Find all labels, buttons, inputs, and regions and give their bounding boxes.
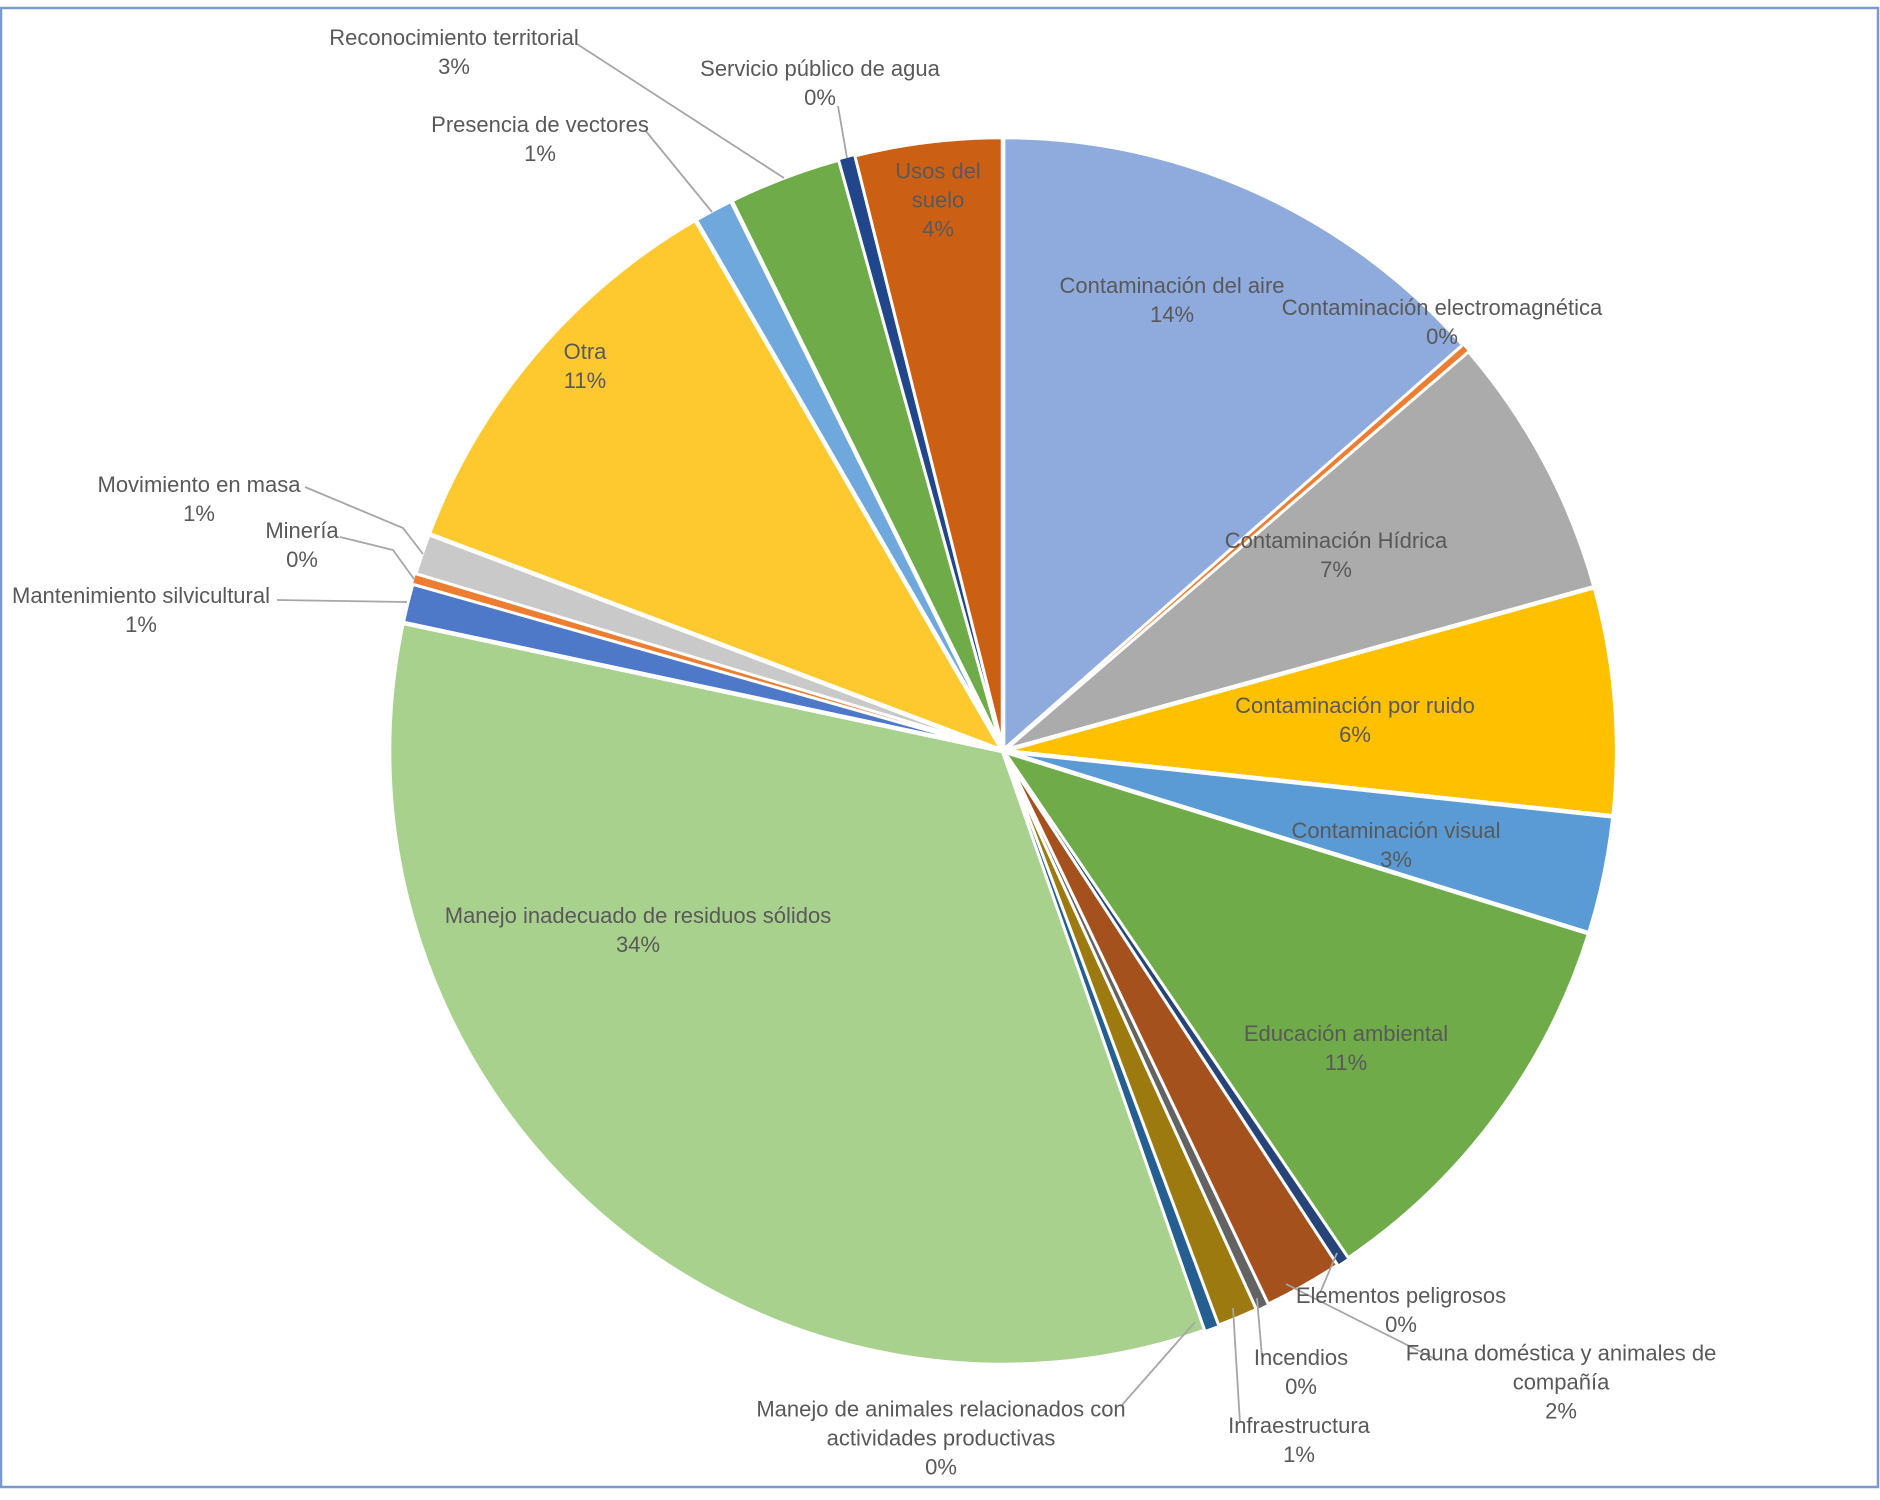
leader-line-6 — [1319, 1252, 1338, 1294]
pie-slice-2 — [1000, 348, 1597, 754]
leader-line-14 — [304, 486, 424, 555]
leader-line-18 — [837, 105, 848, 159]
pie-slice-5 — [1000, 748, 1592, 1262]
leader-line-17 — [576, 43, 785, 179]
leader-line-12 — [276, 599, 408, 603]
leader-line-7 — [1285, 1283, 1438, 1361]
pie-slice-11 — [386, 620, 1208, 1368]
leader-line-8 — [1256, 1297, 1263, 1358]
leader-line-13 — [339, 536, 415, 580]
pie-slice-10 — [1002, 750, 1219, 1332]
pie-slice-3 — [1000, 584, 1620, 819]
pie-slice-4 — [1000, 748, 1616, 936]
pie-slice-0 — [1000, 134, 1466, 754]
leader-line-16 — [644, 129, 713, 213]
chart-frame-border — [0, 6, 1880, 1489]
leader-line-9 — [1232, 1307, 1241, 1424]
leader-line-10 — [1121, 1321, 1196, 1406]
pie-slice-15 — [426, 217, 1006, 754]
pie-slice-1 — [1002, 344, 1470, 752]
pie-slice-6 — [1002, 750, 1349, 1266]
pie-slice-16 — [693, 198, 1006, 754]
